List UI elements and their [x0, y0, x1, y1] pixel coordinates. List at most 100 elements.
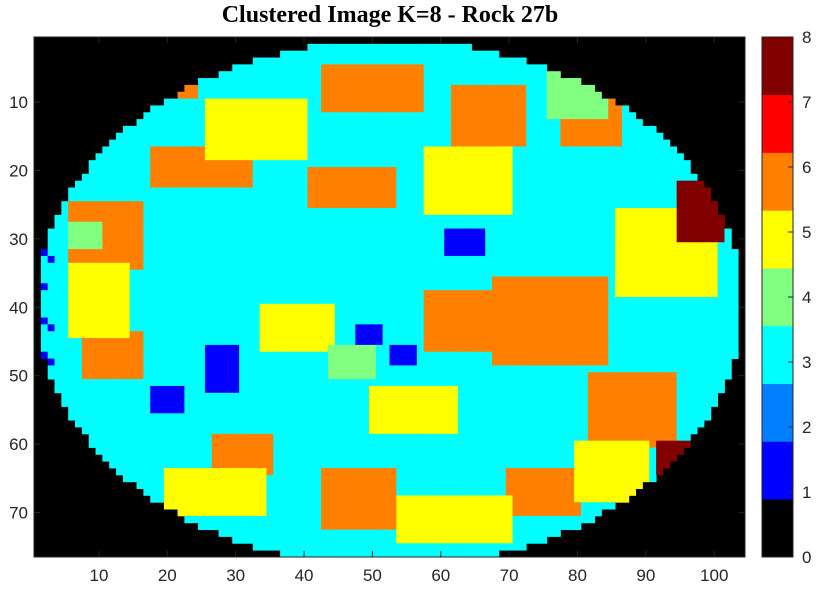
- heatmap-cell: [526, 167, 534, 175]
- heatmap-cell: [642, 228, 650, 236]
- heatmap-cell: [574, 372, 582, 380]
- heatmap-cell: [621, 269, 630, 277]
- heatmap-cell: [109, 331, 117, 339]
- heatmap-cell: [362, 153, 370, 161]
- heatmap-cell: [717, 262, 725, 271]
- heatmap-cell: [710, 379, 719, 387]
- heatmap-cell: [539, 167, 548, 175]
- heatmap-cell: [177, 221, 185, 229]
- heatmap-cell: [88, 235, 96, 243]
- heatmap-cell: [109, 249, 117, 257]
- heatmap-cell: [676, 167, 684, 175]
- heatmap-cell: [225, 187, 233, 195]
- heatmap-cell: [710, 290, 719, 298]
- heatmap-cell: [423, 351, 431, 359]
- heatmap-cell: [580, 324, 589, 332]
- heatmap-cell: [533, 119, 541, 127]
- heatmap-cell: [163, 132, 172, 141]
- heatmap-cell: [628, 310, 637, 318]
- heatmap-cell: [321, 269, 329, 277]
- heatmap-cell: [621, 194, 630, 202]
- heatmap-cell: [587, 132, 595, 141]
- heatmap-cell: [136, 208, 144, 216]
- heatmap-cell: [553, 317, 561, 325]
- heatmap-cell: [485, 112, 493, 120]
- heatmap-cell: [218, 98, 226, 106]
- heatmap-cell: [239, 112, 247, 120]
- heatmap-cell: [437, 276, 445, 284]
- heatmap-cell: [327, 310, 336, 318]
- heatmap-cell: [724, 262, 732, 271]
- heatmap-cell: [54, 228, 62, 236]
- heatmap-cell: [382, 43, 390, 52]
- heatmap-cell: [396, 139, 404, 147]
- heatmap-cell: [184, 310, 192, 318]
- heatmap-cell: [416, 385, 425, 394]
- heatmap-cell: [286, 71, 295, 79]
- heatmap-cell: [245, 269, 254, 277]
- heatmap-cell: [430, 173, 438, 182]
- heatmap-cell: [177, 338, 185, 346]
- heatmap-cell: [143, 201, 151, 209]
- heatmap-cell: [122, 385, 131, 394]
- heatmap-cell: [198, 78, 206, 86]
- heatmap-cell: [697, 262, 705, 271]
- heatmap-cell: [382, 173, 390, 182]
- heatmap-cell: [478, 228, 486, 236]
- heatmap-cell: [396, 283, 404, 291]
- heatmap-cell: [710, 399, 719, 407]
- heatmap-cell: [61, 242, 69, 250]
- heatmap-cell: [286, 98, 295, 106]
- heatmap-cell: [109, 338, 117, 346]
- heatmap-cell: [54, 317, 62, 325]
- heatmap-cell: [621, 187, 630, 195]
- heatmap-cell: [621, 167, 630, 175]
- heatmap-cell: [492, 344, 500, 353]
- heatmap-cell: [280, 84, 288, 93]
- heatmap-cell: [375, 420, 384, 428]
- heatmap-cell: [478, 119, 486, 127]
- heatmap-cell: [218, 78, 226, 86]
- heatmap-cell: [410, 392, 418, 401]
- heatmap-cell: [430, 276, 438, 284]
- heatmap-cell: [47, 235, 55, 243]
- heatmap-cell: [410, 84, 418, 93]
- heatmap-cell: [690, 365, 698, 373]
- heatmap-cell: [198, 406, 206, 414]
- heatmap-cell: [75, 331, 83, 339]
- heatmap-cell: [266, 201, 274, 209]
- heatmap-cell: [512, 317, 520, 325]
- heatmap-cell: [662, 365, 671, 373]
- heatmap-cell: [396, 338, 404, 346]
- heatmap-cell: [327, 249, 336, 257]
- heatmap-cell: [471, 208, 479, 216]
- heatmap-cell: [533, 98, 541, 106]
- heatmap-cell: [498, 167, 507, 175]
- heatmap-cell: [580, 221, 589, 229]
- heatmap-cell: [662, 139, 671, 147]
- heatmap-cell: [184, 112, 192, 120]
- heatmap-cell: [724, 338, 732, 346]
- heatmap-cell: [204, 358, 213, 366]
- heatmap-cell: [198, 235, 206, 243]
- heatmap-cell: [211, 255, 219, 264]
- heatmap-cell: [355, 235, 363, 243]
- heatmap-cell: [437, 71, 445, 79]
- heatmap-cell: [697, 249, 705, 257]
- heatmap-cell: [266, 91, 274, 99]
- heatmap-cell: [662, 194, 671, 202]
- heatmap-cell: [75, 249, 83, 257]
- heatmap-cell: [451, 153, 459, 161]
- heatmap-cell: [635, 214, 643, 223]
- heatmap-cell: [676, 180, 684, 188]
- heatmap-cell: [136, 324, 144, 332]
- heatmap-cell: [703, 187, 712, 195]
- heatmap-cell: [416, 98, 425, 106]
- heatmap-cell: [321, 50, 329, 58]
- heatmap-cell: [184, 427, 192, 435]
- heatmap-cell: [669, 153, 678, 161]
- heatmap-cell: [594, 413, 602, 421]
- heatmap-cell: [382, 78, 390, 86]
- heatmap-cell: [143, 317, 151, 325]
- heatmap-cell: [81, 385, 90, 394]
